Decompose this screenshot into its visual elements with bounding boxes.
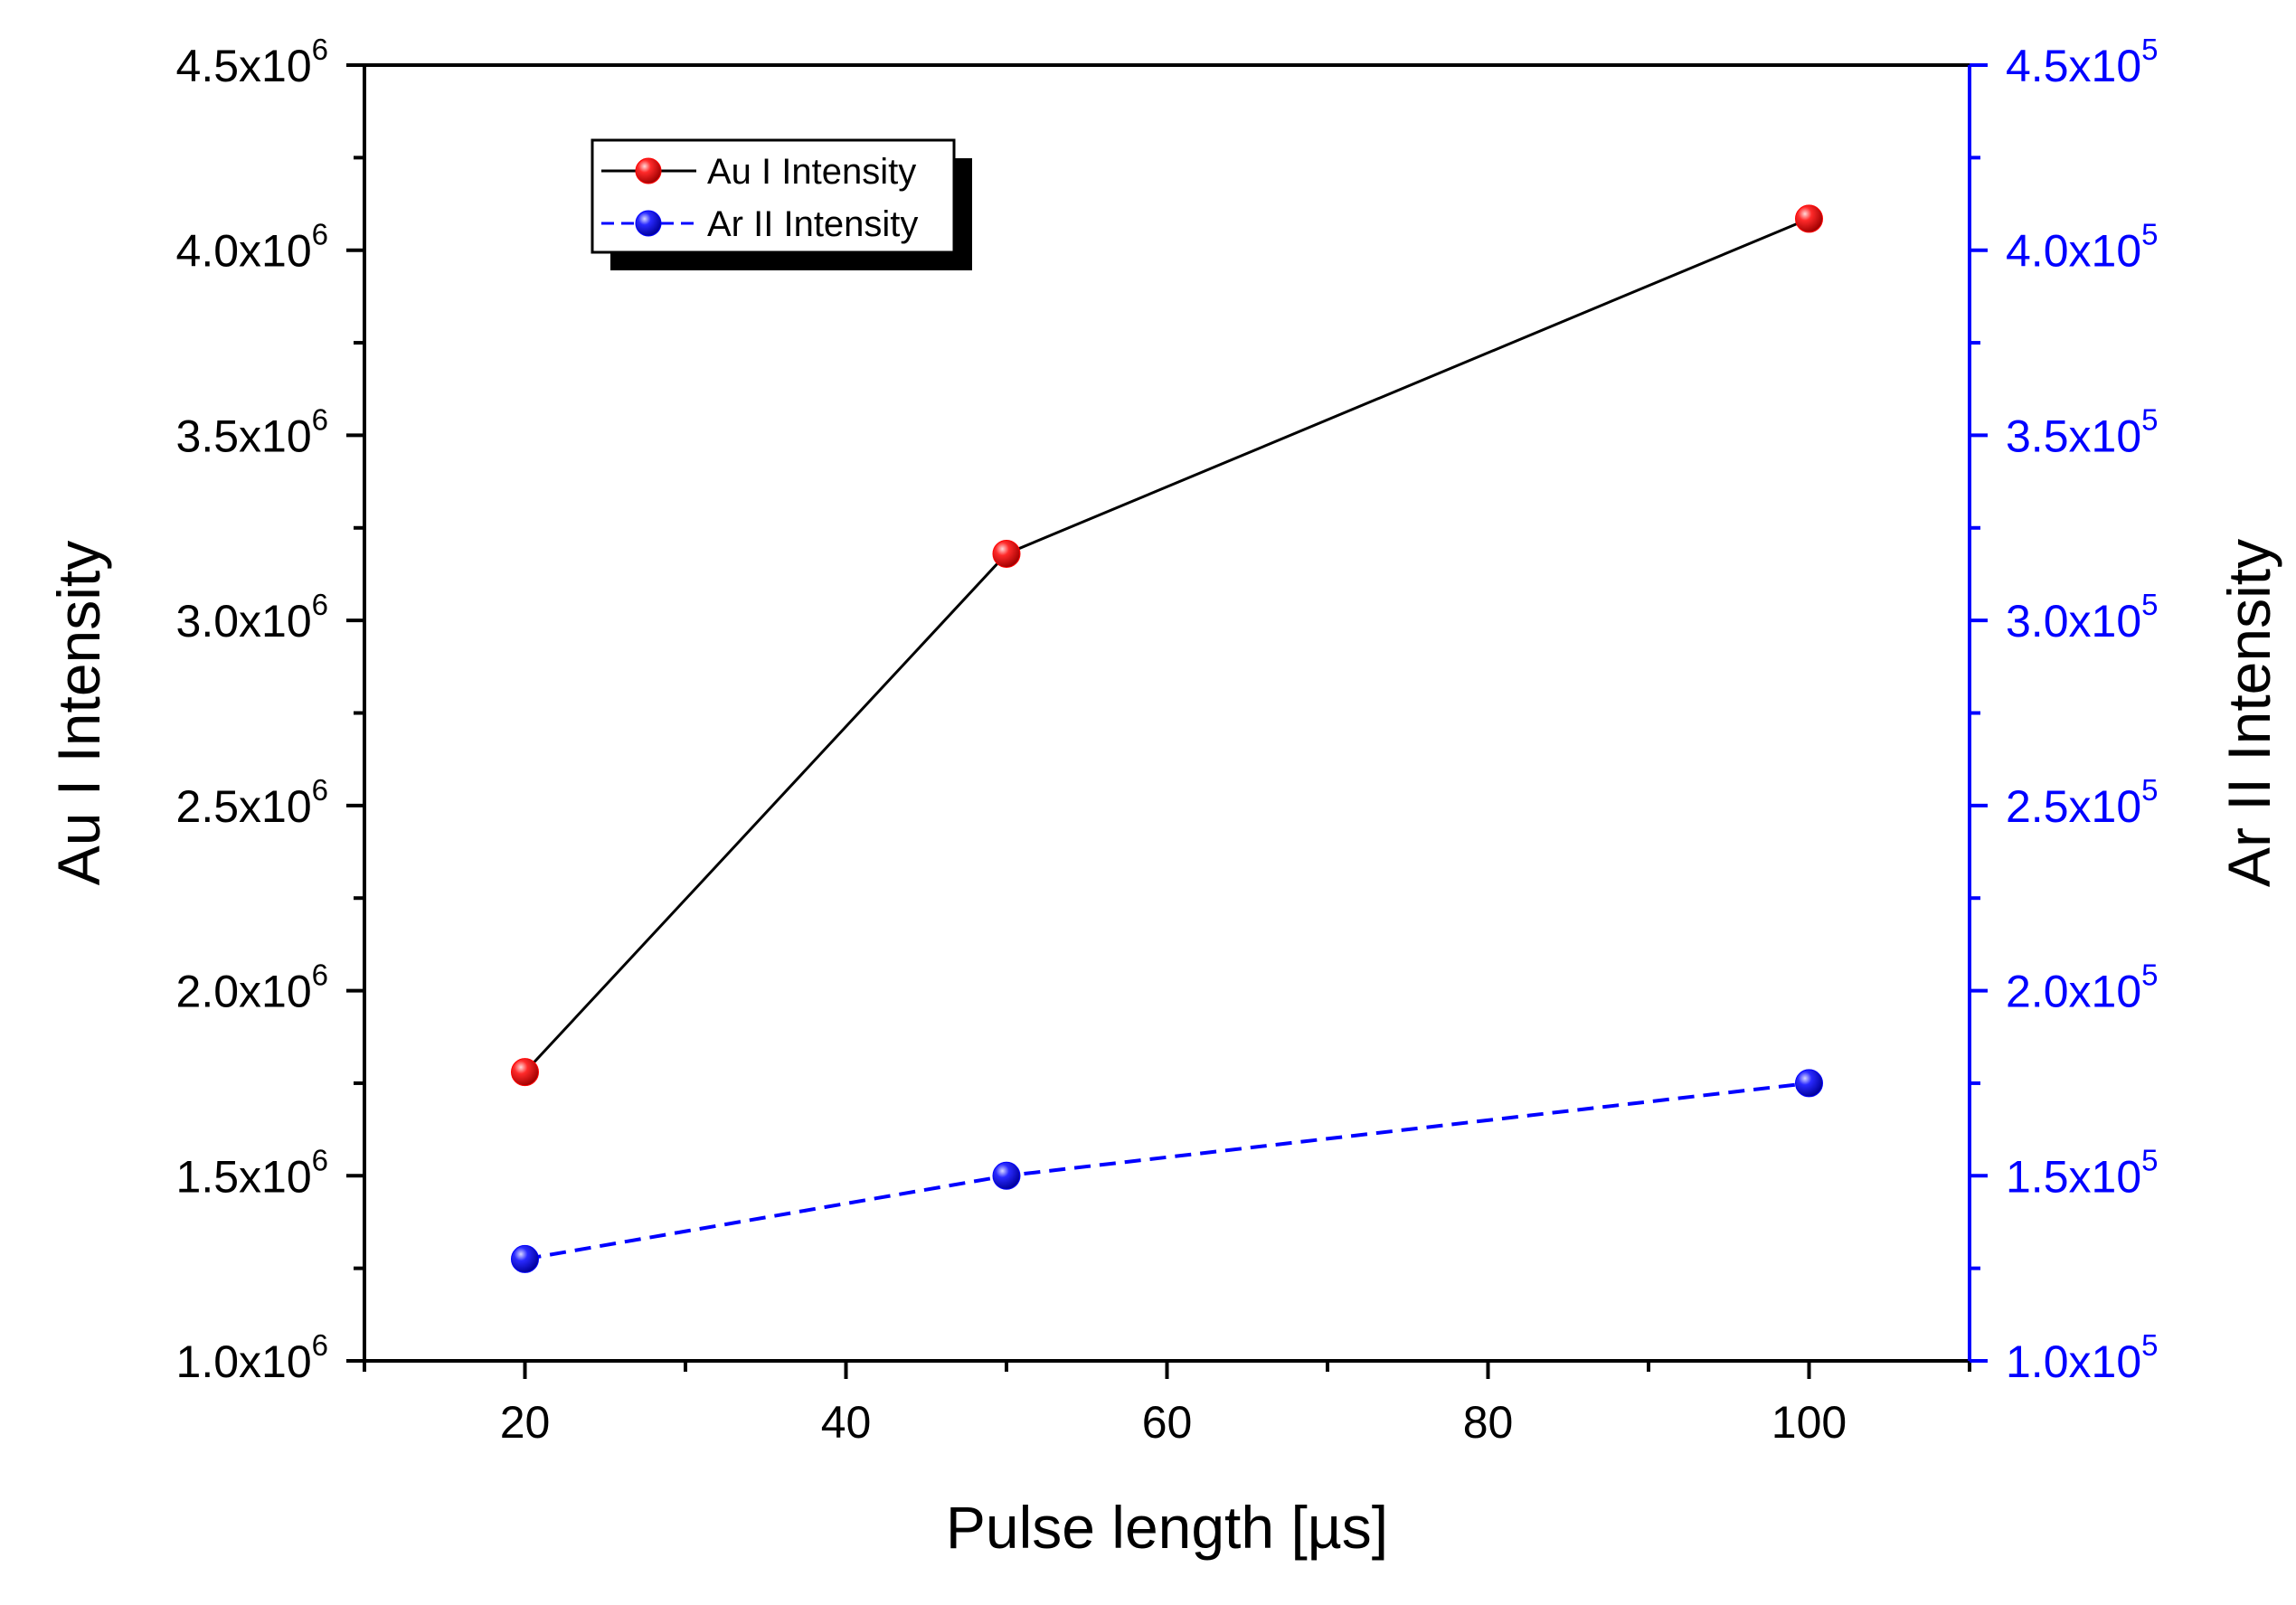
y-right-tick-exponent: 5	[2141, 33, 2158, 66]
y-right-tick-exponent: 5	[2141, 588, 2158, 621]
y-left-tick-label: 3.5x106	[176, 402, 328, 461]
x-axis-title: Pulse length [µs]	[946, 1494, 1388, 1561]
y-right-tick-mantissa: 4.5x10	[2006, 41, 2141, 91]
y-left-tick-label: 2.5x106	[176, 773, 328, 832]
x-tick-label: 20	[500, 1397, 551, 1448]
y-left-tick-exponent: 6	[312, 33, 328, 66]
y-left-tick-mantissa: 1.5x10	[176, 1151, 312, 1202]
y-left-tick-label: 1.0x106	[176, 1328, 328, 1387]
x-tick-label: 60	[1142, 1397, 1193, 1448]
x-tick-label: 100	[1772, 1397, 1847, 1448]
y-right-tick-label: 2.5x105	[2006, 773, 2158, 832]
legend-marker-1	[635, 210, 662, 237]
series-line-1	[524, 1081, 1809, 1261]
y-left-tick-label: 2.0x106	[176, 958, 328, 1017]
y-left-tick-mantissa: 4.5x10	[176, 41, 312, 91]
data-point-0	[1795, 204, 1823, 233]
legend-label-0: Au I Intensity	[707, 152, 916, 192]
y-right-tick-mantissa: 4.0x10	[2006, 226, 2141, 277]
y-right-tick-label: 1.5x105	[2006, 1143, 2158, 1202]
y-right-tick-exponent: 5	[2141, 958, 2158, 992]
data-point-1	[1795, 1069, 1823, 1098]
y-right-tick-mantissa: 2.0x10	[2006, 967, 2141, 1017]
y-left-tick-label: 3.0x106	[176, 588, 328, 647]
y-right-tick-mantissa: 1.0x10	[2006, 1336, 2141, 1387]
data-point-1	[511, 1244, 539, 1273]
x-tick-label: 80	[1463, 1397, 1514, 1448]
y-left-tick-exponent: 6	[312, 402, 328, 436]
y-left-tick-mantissa: 3.5x10	[176, 411, 312, 461]
y-left-tick-mantissa: 2.0x10	[176, 967, 312, 1017]
y-right-tick-label: 3.0x105	[2006, 588, 2158, 647]
y-left-tick-exponent: 6	[312, 1143, 328, 1176]
y-right-tick-mantissa: 1.5x10	[2006, 1151, 2141, 1202]
y-right-tick-label: 1.0x105	[2006, 1328, 2158, 1387]
y-right-axis-title: Ar II Intensity	[2216, 539, 2282, 887]
x-tick-label: 40	[821, 1397, 872, 1448]
y-left-tick-label: 1.5x106	[176, 1143, 328, 1202]
data-point-0	[511, 1058, 539, 1087]
y-right-tick-exponent: 5	[2141, 218, 2158, 251]
y-right-tick-label: 2.0x105	[2006, 958, 2158, 1017]
y-right-tick-exponent: 5	[2141, 1143, 2158, 1176]
series-line-0	[524, 217, 1810, 1073]
y-left-tick-exponent: 6	[312, 588, 328, 621]
y-right-tick-exponent: 5	[2141, 773, 2158, 807]
y-left-tick-mantissa: 1.0x10	[176, 1336, 312, 1387]
y-right-tick-mantissa: 3.5x10	[2006, 411, 2141, 461]
y-right-tick-label: 3.5x105	[2006, 402, 2158, 461]
y-right-tick-exponent: 5	[2141, 402, 2158, 436]
y-left-tick-exponent: 6	[312, 218, 328, 251]
y-left-tick-mantissa: 3.0x10	[176, 596, 312, 647]
series-layer	[511, 204, 1823, 1273]
y-right-tick-mantissa: 3.0x10	[2006, 596, 2141, 647]
y-left-tick-exponent: 6	[312, 958, 328, 992]
y-right-tick-label: 4.0x105	[2006, 218, 2158, 277]
y-left-tick-exponent: 6	[312, 1328, 328, 1362]
data-point-0	[992, 539, 1021, 568]
y-left-tick-label: 4.5x106	[176, 33, 328, 91]
y-left-axis-title: Au I Intensity	[45, 541, 112, 886]
y-right-tick-mantissa: 2.5x10	[2006, 781, 2141, 832]
legend: Au I Intensity Ar II Intensity	[591, 138, 972, 270]
y-left-tick-mantissa: 2.5x10	[176, 781, 312, 832]
y-left-tick-exponent: 6	[312, 773, 328, 807]
y-left-tick-label: 4.0x106	[176, 218, 328, 277]
data-point-1	[992, 1161, 1021, 1190]
legend-label-1: Ar II Intensity	[707, 204, 918, 244]
y-right-tick-label: 4.5x105	[2006, 33, 2158, 91]
legend-marker-0	[635, 157, 662, 184]
y-left-tick-mantissa: 4.0x10	[176, 226, 312, 277]
y-right-tick-exponent: 5	[2141, 1328, 2158, 1362]
